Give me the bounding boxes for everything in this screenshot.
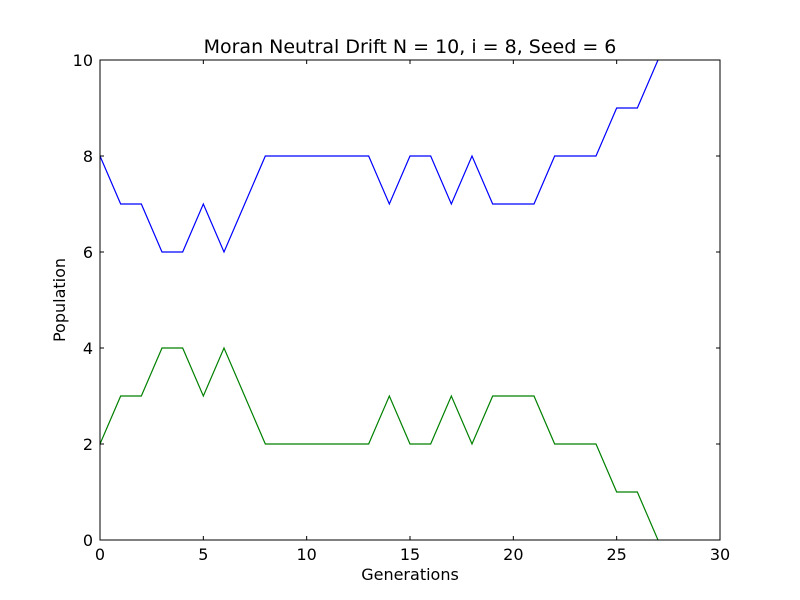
y-tick-label: 4 bbox=[83, 339, 93, 358]
x-tick-label: 0 bbox=[95, 545, 105, 564]
y-tick-label: 0 bbox=[83, 531, 93, 550]
y-axis-label: Population bbox=[50, 258, 69, 342]
series-line-1 bbox=[99, 59, 659, 254]
x-tick-label: 5 bbox=[198, 545, 208, 564]
plot-background bbox=[100, 60, 720, 540]
y-tick-label: 8 bbox=[83, 147, 93, 166]
x-tick-label: 30 bbox=[710, 545, 730, 564]
x-tick-label: 15 bbox=[400, 545, 420, 564]
plot-frame bbox=[99, 59, 721, 541]
plot-area bbox=[99, 59, 721, 541]
y-tick-label: 10 bbox=[73, 51, 93, 70]
series-line-2 bbox=[99, 346, 659, 541]
x-axis-label: Generations bbox=[361, 565, 459, 584]
x-tick-label: 20 bbox=[503, 545, 523, 564]
x-tick-label: 10 bbox=[296, 545, 316, 564]
chart-title: Moran Neutral Drift N = 10, i = 8, Seed … bbox=[204, 36, 617, 58]
x-tick-label: 25 bbox=[606, 545, 626, 564]
y-tick-label: 2 bbox=[83, 435, 93, 454]
y-tick-label: 6 bbox=[83, 243, 93, 262]
x-tick-labels: 0 5 10 15 20 25 30 bbox=[95, 545, 730, 564]
y-tick-labels: 0 2 4 6 8 10 bbox=[73, 51, 93, 550]
series-layer bbox=[99, 59, 659, 541]
